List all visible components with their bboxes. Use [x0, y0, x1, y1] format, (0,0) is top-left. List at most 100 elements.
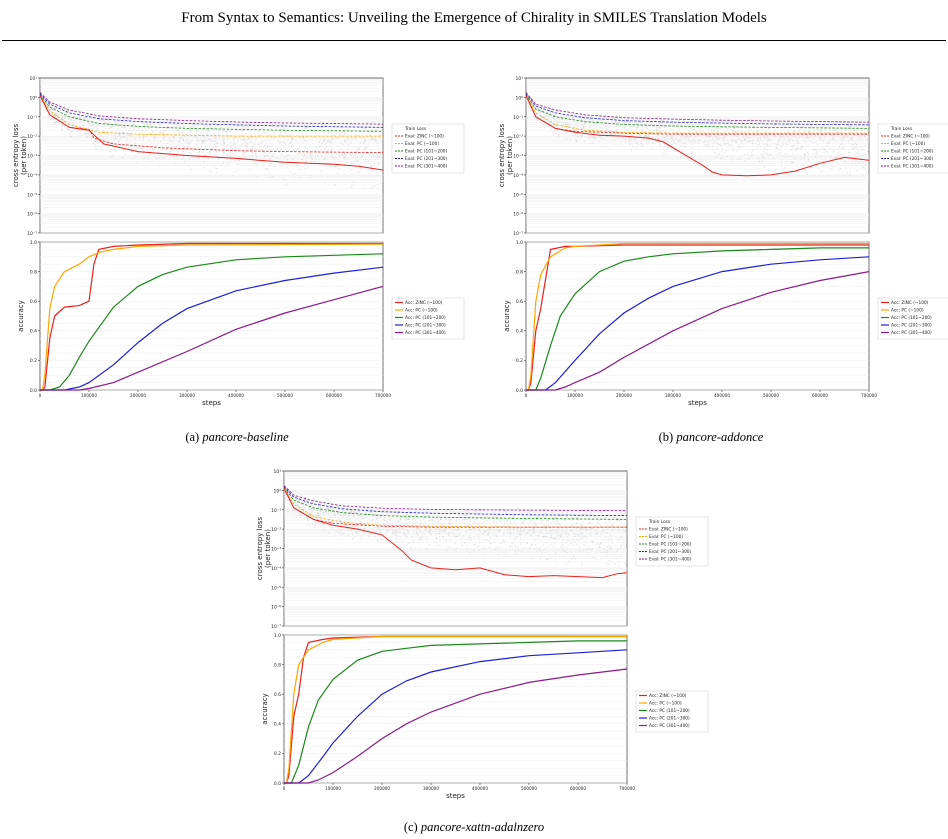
train-loss-noise-dot: [712, 123, 714, 125]
train-loss-noise-dot: [103, 120, 105, 122]
train-loss-noise-dot: [849, 171, 851, 173]
train-loss-noise-dot: [298, 499, 300, 502]
train-loss-noise-dot: [630, 149, 633, 151]
train-loss-noise-dot: [657, 134, 659, 136]
train-loss-noise-dot: [388, 526, 390, 528]
train-loss-noise-dot: [560, 133, 563, 135]
train-loss-noise-dot: [121, 126, 123, 128]
train-loss-noise-dot: [252, 128, 255, 131]
train-loss-noise-dot: [864, 164, 867, 166]
train-loss-noise-dot: [117, 127, 120, 129]
train-loss-noise-dot: [287, 139, 289, 142]
train-loss-noise-dot: [666, 137, 668, 139]
train-loss-noise-dot: [315, 515, 317, 517]
train-loss-noise-dot: [744, 124, 747, 126]
train-loss-noise-dot: [371, 170, 373, 172]
train-loss-noise-dot: [612, 554, 615, 556]
train-loss-noise-dot: [399, 536, 401, 538]
train-loss-noise-dot: [690, 151, 692, 153]
train-loss-noise-dot: [699, 158, 701, 160]
train-loss-noise-dot: [655, 141, 657, 143]
train-loss-noise-dot: [305, 516, 308, 519]
train-loss-noise-dot: [291, 138, 294, 140]
train-loss-noise-dot: [209, 153, 212, 155]
train-loss-noise-dot: [605, 127, 607, 130]
train-loss-noise-dot: [666, 138, 669, 141]
train-loss-noise-dot: [583, 126, 585, 128]
train-loss-noise-dot: [531, 103, 533, 105]
train-loss-noise-dot: [723, 134, 725, 137]
train-loss-noise-dot: [371, 509, 374, 512]
train-loss-noise-dot: [417, 534, 419, 537]
train-loss-noise-dot: [138, 127, 141, 129]
train-loss-noise-dot: [539, 558, 542, 560]
train-loss-noise-dot: [536, 119, 538, 121]
train-loss-noise-dot: [365, 159, 367, 161]
train-loss-noise-dot: [232, 138, 235, 140]
train-loss-noise-dot: [318, 521, 320, 524]
train-loss-noise-dot: [751, 155, 753, 157]
train-loss-noise-dot: [514, 544, 516, 547]
train-loss-noise-dot: [574, 126, 576, 128]
train-loss-noise-dot: [711, 145, 713, 147]
train-loss-noise-dot: [459, 511, 461, 513]
train-loss-noise-dot: [426, 514, 428, 517]
train-loss-noise-dot: [541, 525, 544, 528]
train-loss-noise-dot: [682, 142, 685, 145]
train-loss-noise-dot: [162, 138, 165, 140]
train-loss-noise-dot: [581, 532, 584, 535]
train-loss-noise-dot: [169, 143, 171, 146]
train-loss-noise-dot: [680, 138, 682, 141]
train-loss-noise-dot: [758, 140, 761, 142]
train-loss-noise-dot: [385, 540, 387, 543]
train-loss-noise-dot: [566, 512, 568, 514]
train-loss-noise-dot: [118, 133, 120, 136]
train-loss-noise-dot: [110, 127, 112, 129]
train-loss-noise-dot: [583, 535, 586, 537]
train-loss-noise-dot: [720, 144, 722, 147]
train-loss-noise-dot: [556, 529, 558, 532]
train-loss-noise-dot: [612, 524, 614, 526]
train-loss-noise-dot: [304, 501, 306, 503]
train-loss-noise-dot: [68, 109, 70, 112]
train-loss-noise-dot: [588, 126, 590, 128]
train-loss-noise-dot: [162, 157, 165, 159]
train-loss-noise-dot: [190, 140, 192, 143]
train-loss-noise-dot: [572, 538, 575, 541]
train-loss-noise-dot: [328, 531, 330, 534]
train-loss-noise-dot: [336, 137, 339, 139]
train-loss-noise-dot: [354, 525, 356, 527]
train-loss-noise-dot: [355, 147, 357, 149]
train-loss-noise-dot: [552, 545, 555, 548]
train-loss-noise-dot: [385, 534, 388, 536]
train-loss-noise-dot: [344, 140, 346, 142]
train-loss-noise-dot: [245, 145, 247, 147]
train-loss-noise-dot: [543, 523, 546, 525]
train-loss-noise-dot: [214, 136, 216, 139]
train-loss-noise-dot: [562, 122, 565, 125]
train-loss-noise-dot: [568, 561, 570, 563]
train-loss-noise-dot: [761, 139, 763, 142]
train-loss-noise-dot: [844, 160, 846, 162]
header-rule: [2, 40, 946, 41]
train-loss-noise-dot: [443, 527, 445, 530]
train-loss-noise-dot: [66, 116, 68, 118]
train-loss-noise-dot: [434, 520, 437, 522]
train-loss-noise-dot: [177, 127, 179, 129]
train-loss-noise-dot: [590, 511, 592, 514]
train-loss-noise-dot: [663, 136, 666, 138]
train-loss-noise-dot: [855, 160, 857, 163]
train-loss-noise-dot: [666, 140, 669, 143]
train-loss-noise-dot: [301, 159, 304, 161]
train-loss-noise-dot: [182, 138, 185, 140]
train-loss-noise-dot: [729, 121, 731, 123]
loss-tick-label: 10⁰: [29, 95, 37, 101]
train-loss-noise-dot: [286, 183, 288, 185]
train-loss-noise-dot: [310, 155, 312, 157]
train-loss-noise-dot: [317, 514, 319, 516]
train-loss-noise-dot: [70, 120, 72, 122]
train-loss-noise-dot: [549, 553, 552, 556]
train-loss-noise-dot: [645, 130, 647, 133]
train-loss-noise-dot: [338, 532, 341, 534]
train-loss-noise-dot: [202, 124, 205, 127]
